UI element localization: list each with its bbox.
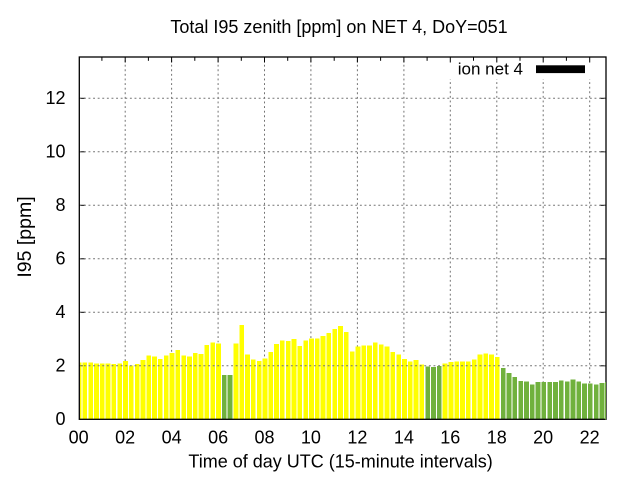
svg-text:10: 10 — [301, 428, 321, 448]
svg-text:8: 8 — [55, 195, 65, 215]
svg-text:I95 [ppm]: I95 [ppm] — [14, 196, 36, 277]
svg-text:12: 12 — [45, 88, 65, 108]
svg-text:12: 12 — [347, 428, 367, 448]
svg-text:00: 00 — [69, 428, 89, 448]
svg-text:04: 04 — [162, 428, 182, 448]
svg-text:10: 10 — [45, 142, 65, 162]
svg-text:14: 14 — [394, 428, 414, 448]
svg-text:6: 6 — [55, 249, 65, 269]
svg-text:22: 22 — [580, 428, 600, 448]
svg-text:18: 18 — [487, 428, 507, 448]
svg-text:20: 20 — [533, 428, 553, 448]
svg-text:08: 08 — [254, 428, 274, 448]
svg-text:4: 4 — [55, 302, 65, 322]
svg-text:Total I95 zenith [ppm] on NET: Total I95 zenith [ppm] on NET 4, DoY=051 — [170, 17, 507, 37]
svg-text:02: 02 — [115, 428, 135, 448]
svg-text:16: 16 — [440, 428, 460, 448]
svg-text:2: 2 — [55, 356, 65, 376]
svg-text:Time of day UTC (15-minute int: Time of day UTC (15-minute intervals) — [188, 452, 492, 472]
svg-text:0: 0 — [55, 409, 65, 429]
svg-text:ion net 4: ion net 4 — [458, 60, 523, 79]
svg-text:06: 06 — [208, 428, 228, 448]
